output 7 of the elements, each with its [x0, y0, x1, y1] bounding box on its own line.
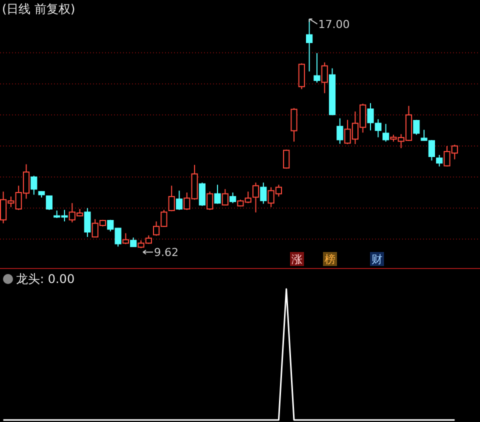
chart-title: (日线 前复权): [2, 2, 76, 16]
annotation: 榜: [324, 253, 336, 266]
annotation: 财: [372, 253, 382, 266]
annotation: 涨: [292, 253, 302, 266]
chart-title: 龙头: 0.00: [16, 272, 75, 286]
annotation: 9.62: [154, 246, 178, 260]
annotation: 17.00: [318, 18, 350, 31]
